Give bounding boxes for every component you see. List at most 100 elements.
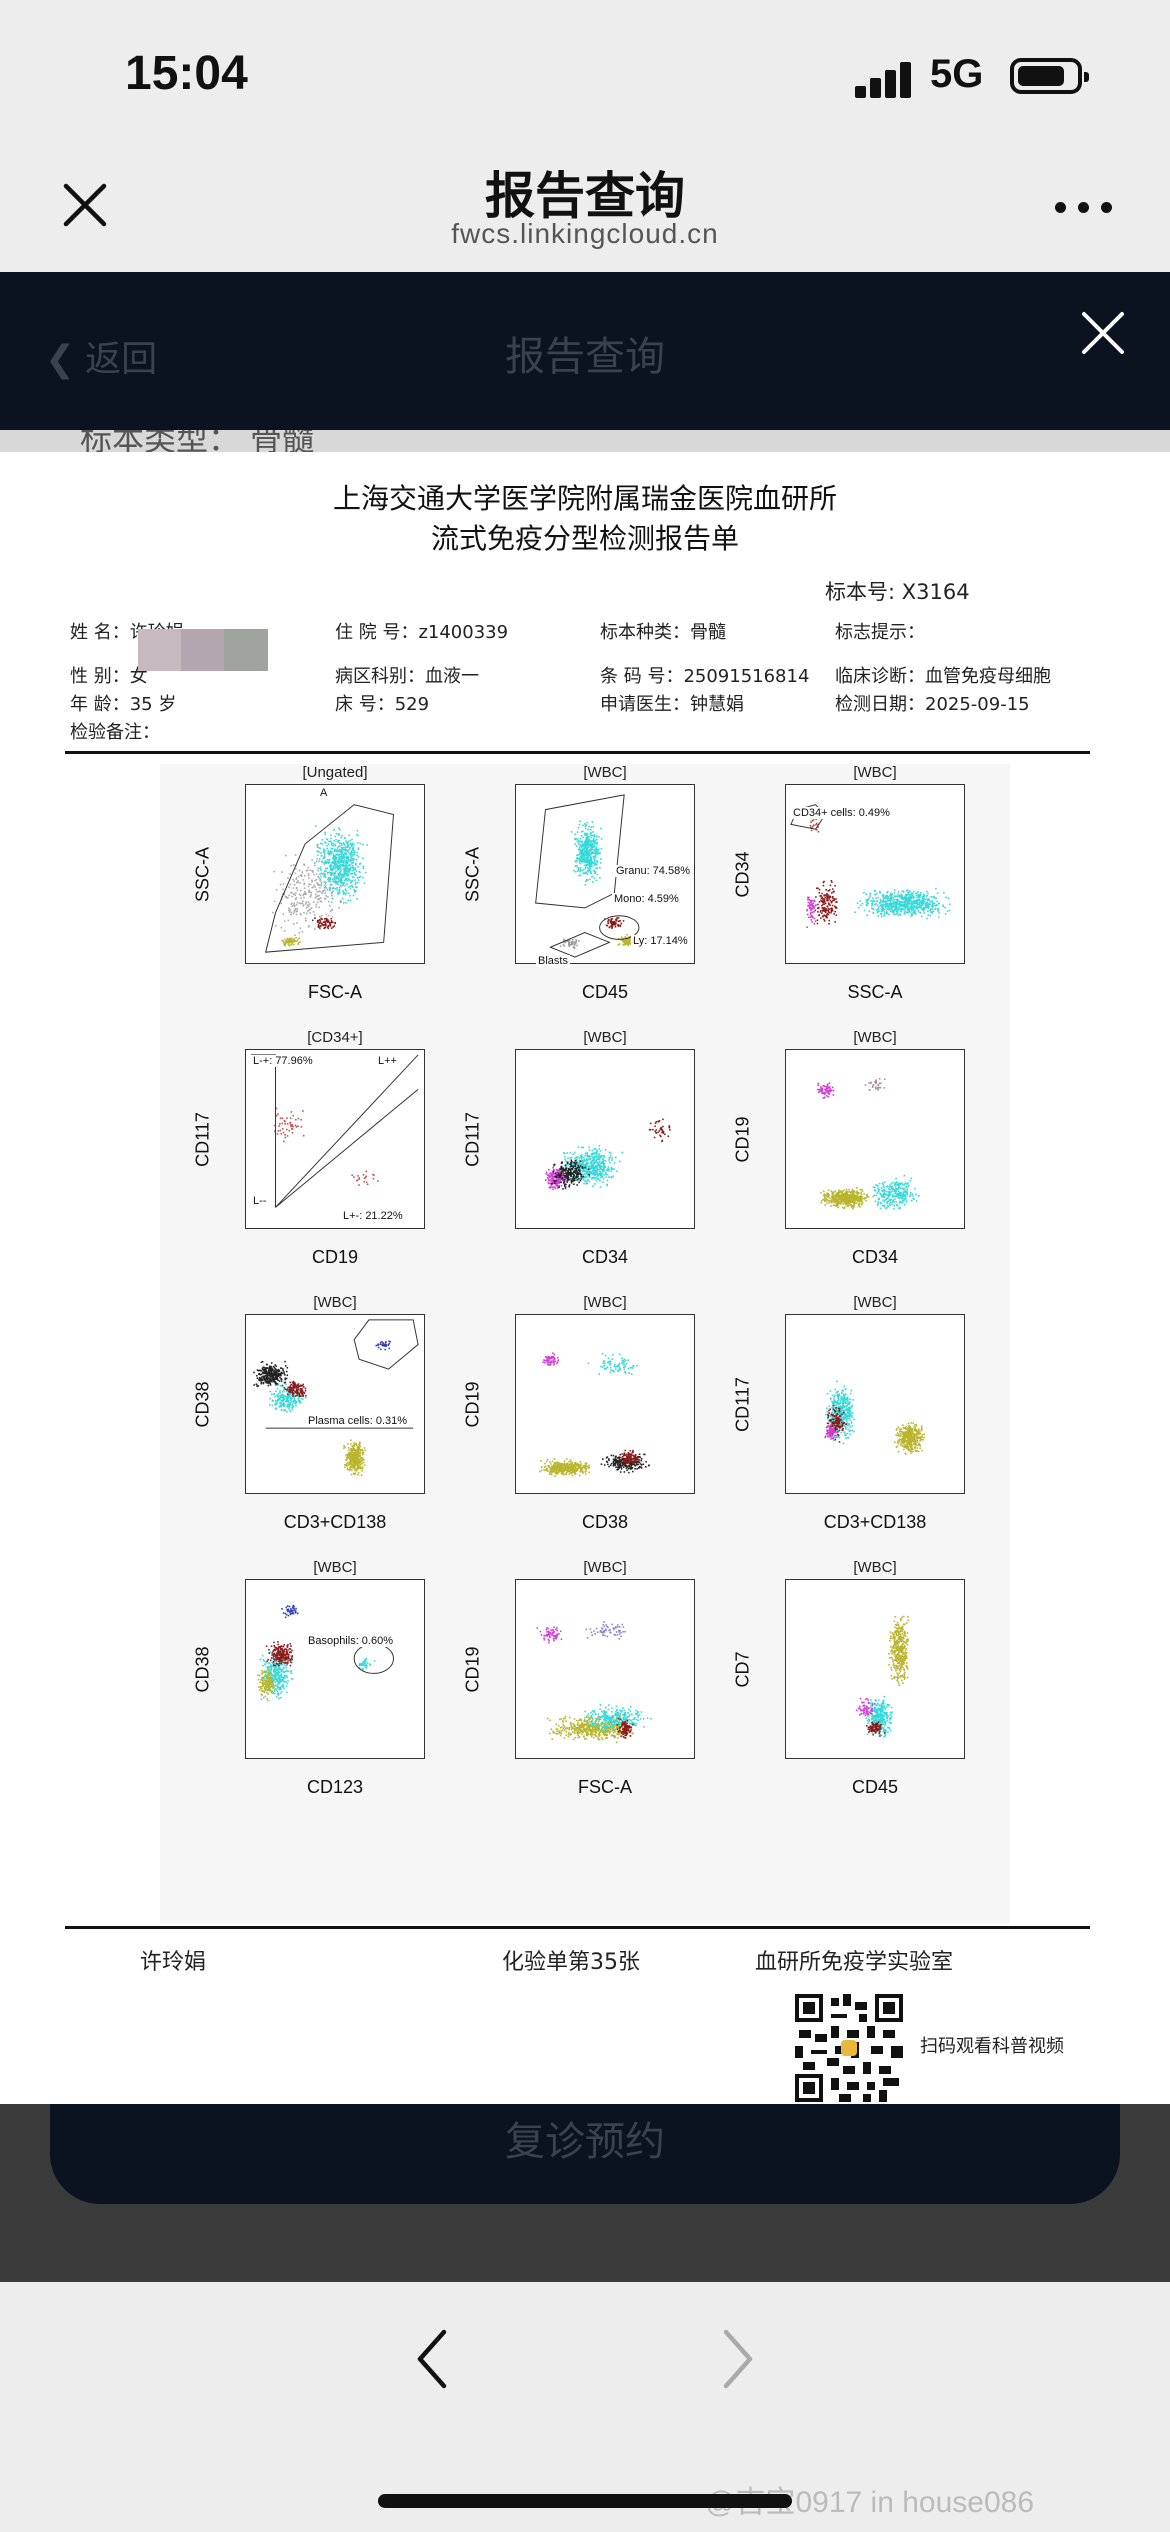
cell-dot [578, 1181, 580, 1184]
cell-dot [584, 825, 587, 828]
cell-dot [311, 879, 313, 882]
cell-dot [908, 908, 910, 910]
cell-dot [594, 1170, 597, 1172]
close-icon[interactable] [60, 180, 110, 230]
y-axis-label: CD117 [462, 1112, 483, 1167]
cell-dot [333, 864, 336, 867]
cell-dot [594, 1168, 596, 1171]
cell-dot [339, 870, 342, 873]
cell-dot [330, 927, 333, 929]
cell-dot [334, 876, 336, 878]
cell-dot [935, 897, 938, 899]
cell-dot [334, 887, 337, 890]
cell-dot [287, 877, 289, 879]
cell-dot [320, 842, 322, 845]
cell-dot [263, 1377, 265, 1380]
cell-dot [339, 899, 342, 902]
cell-dot [346, 860, 348, 862]
cell-dot [876, 904, 879, 907]
cell-dot [876, 1204, 879, 1207]
cell-dot [575, 1172, 578, 1175]
cell-dot [598, 1161, 601, 1163]
cell-dot [879, 1086, 882, 1089]
cell-dot [599, 1171, 602, 1174]
viewer-close-icon[interactable] [1078, 308, 1128, 358]
cell-dot [289, 938, 291, 940]
cell-dot [589, 857, 592, 859]
cell-dot [589, 865, 592, 867]
more-icon[interactable] [1055, 202, 1115, 214]
cell-dot [924, 907, 927, 909]
cell-dot [829, 1197, 831, 1199]
cell-dot [895, 905, 898, 908]
cell-dot [842, 1200, 844, 1202]
cell-dot [567, 1171, 569, 1174]
cell-dot [587, 846, 590, 848]
cell-dot [590, 836, 592, 839]
cell-dot [584, 866, 587, 869]
cell-dot [570, 941, 573, 944]
cell-dot [557, 1178, 560, 1181]
cell-dot [593, 1158, 595, 1160]
cell-dot [562, 1188, 564, 1190]
cell-dot [283, 1140, 285, 1143]
cell-dot [840, 1190, 842, 1193]
cell-dot [275, 1114, 278, 1117]
cell-dot [844, 1199, 847, 1202]
cell-dot [584, 1176, 587, 1178]
scatter-plot [790, 804, 951, 928]
cell-dot [338, 862, 340, 865]
cell-dot [588, 835, 590, 838]
cell-dot [861, 1202, 863, 1205]
cell-dot [295, 896, 298, 899]
cell-dot [905, 1201, 908, 1203]
cell-dot [340, 869, 343, 872]
cell-dot [845, 1202, 848, 1204]
cell-dot [601, 1161, 604, 1163]
cell-dot [856, 1200, 859, 1203]
cell-dot [338, 857, 340, 859]
cell-dot [622, 943, 625, 946]
cell-dot [555, 1168, 558, 1171]
cell-dot [570, 1159, 573, 1162]
cell-dot [289, 1117, 292, 1120]
cell-dot [315, 895, 318, 898]
cell-dot [574, 1165, 577, 1168]
cell-dot [890, 906, 893, 909]
report-image[interactable]: 上海交通大学医学院附属瑞金医院血研所 流式免疫分型检测报告单 标本号: X316… [0, 452, 1170, 2104]
cell-dot [279, 883, 282, 886]
cell-dot [582, 1178, 585, 1181]
cell-dot [883, 1205, 886, 1208]
field-flag: 标志提示： [835, 622, 925, 643]
cell-dot [344, 861, 347, 864]
cell-dot [319, 900, 322, 903]
cell-dot [902, 901, 904, 904]
cell-dot [287, 1407, 290, 1409]
cell-dot [329, 853, 331, 855]
x-axis-label: CD45 [581, 982, 629, 1002]
gate-label: A [318, 787, 330, 799]
cell-dot [610, 1168, 613, 1170]
cell-dot [846, 1197, 848, 1199]
cell-dot [816, 887, 818, 890]
cell-dot [896, 1183, 899, 1185]
cell-dot [570, 1181, 573, 1184]
cell-dot [922, 893, 925, 896]
cell-dot [592, 840, 594, 843]
cell-dot [561, 1177, 563, 1180]
cell-dot [567, 1175, 569, 1177]
cell-dot [284, 1120, 286, 1123]
cell-dot [587, 1171, 590, 1173]
cell-dot [589, 878, 591, 881]
cell-dot [592, 826, 595, 828]
cell-dot [336, 865, 339, 868]
cell-dot [627, 940, 629, 943]
cell-dot [269, 1372, 271, 1374]
back-button[interactable]: ❮ 返回 [45, 339, 158, 380]
cell-dot [929, 900, 931, 903]
cell-dot [313, 914, 316, 916]
cell-dot [584, 846, 587, 849]
cell-dot [890, 901, 892, 903]
cell-dot [357, 866, 359, 868]
cell-dot [880, 910, 883, 913]
